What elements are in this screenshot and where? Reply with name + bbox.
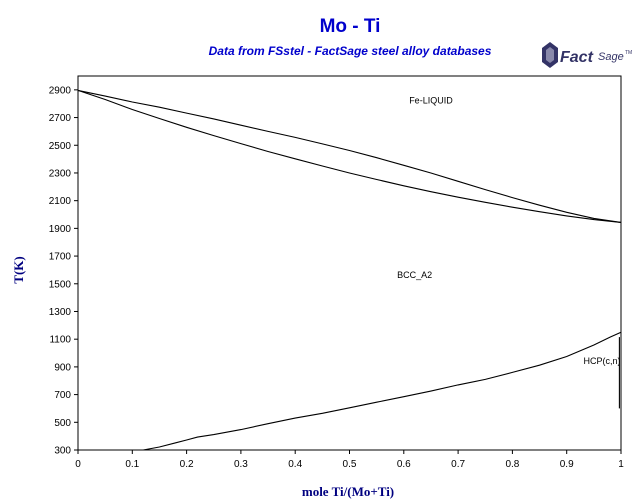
y-tick-label: 2100 — [49, 196, 72, 207]
factsage-logo-mark — [542, 42, 558, 68]
y-tick-label: 2300 — [49, 168, 72, 179]
y-tick-label: 2700 — [49, 113, 72, 124]
svg-text:Fact: Fact — [560, 49, 594, 66]
x-tick-label: 0.8 — [505, 459, 519, 470]
phase-boundaries — [77, 89, 622, 451]
y-tick-label: 1100 — [49, 335, 71, 346]
factsage-logo: Fact Sage TM — [542, 42, 632, 68]
phase-boundary-line-3 — [143, 331, 622, 451]
y-tick-label: 300 — [54, 446, 71, 457]
y-tick-label: 2500 — [49, 141, 72, 152]
phase-region-label: BCC_A2 — [397, 270, 432, 280]
x-tick-label: 0.6 — [397, 459, 411, 470]
x-tick-label: 0 — [75, 459, 81, 470]
phase-boundary-line-1 — [77, 89, 622, 223]
x-tick-label: 0.3 — [234, 459, 248, 470]
svg-text:TM: TM — [625, 50, 632, 56]
y-tick-label: 700 — [54, 390, 71, 401]
y-tick-label: 1500 — [49, 279, 72, 290]
chart-title: Mo - Ti — [319, 16, 381, 37]
y-tick-label: 2900 — [49, 85, 72, 96]
svg-text:Sage: Sage — [598, 51, 624, 63]
x-tick-label: 0.4 — [288, 459, 302, 470]
y-axis-ticks: 300 500 700 900 1100 1300 1500 1700 1900 2100 2300… — [49, 85, 78, 457]
x-tick-label: 0.7 — [451, 459, 465, 470]
y-tick-label: 1700 — [49, 252, 72, 263]
x-tick-label: 1 — [618, 459, 624, 470]
y-tick-label: 500 — [54, 418, 71, 429]
x-tick-label: 0.2 — [180, 459, 194, 470]
x-axis-ticks: 0 0.1 0.2 0.3 0.4 0.5 0.6 0.7 0.8 0.9 1 — [75, 450, 624, 470]
region-labels: Fe-LIQUID BCC_A2 HCP(c,n) — [397, 96, 620, 366]
x-axis-title: mole Ti/(Mo+Ti) — [302, 484, 394, 499]
x-tick-label: 0.1 — [125, 459, 139, 470]
y-tick-label: 900 — [54, 362, 71, 373]
y-tick-label: 1900 — [49, 224, 72, 235]
plot-frame — [77, 75, 622, 451]
x-tick-label: 0.5 — [343, 459, 357, 470]
x-tick-label: 0.9 — [560, 459, 574, 470]
y-axis-title: T(K) — [11, 256, 26, 283]
phase-region-label: Fe-LIQUID — [409, 96, 453, 106]
phase-boundary-line-2 — [77, 89, 622, 223]
y-tick-label: 1300 — [49, 307, 72, 318]
chart-subtitle: Data from FSstel - FactSage steel alloy … — [208, 44, 492, 58]
phase-region-label: HCP(c,n) — [583, 356, 620, 366]
